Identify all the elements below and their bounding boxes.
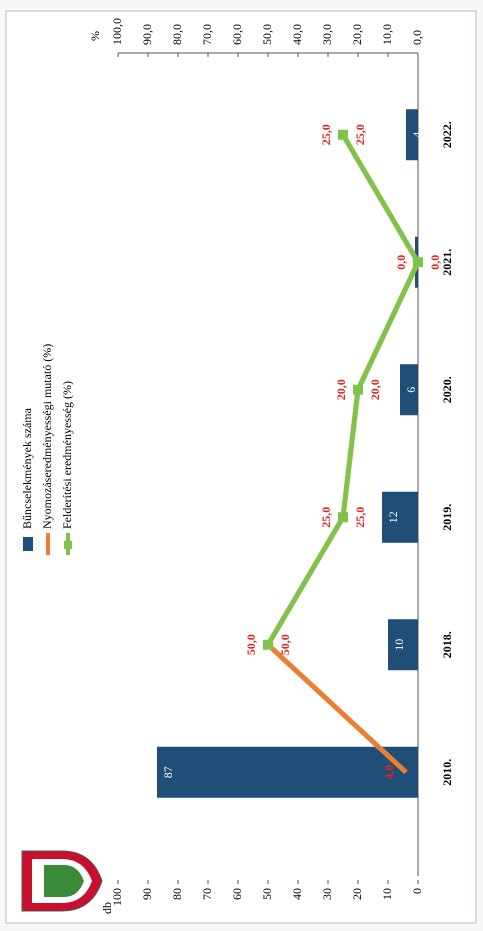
data-label: 20,0 — [368, 379, 382, 400]
data-label: 4,0 — [382, 765, 396, 780]
data-label: 25,0 — [319, 507, 333, 528]
data-label: 20,0 — [334, 379, 348, 400]
y-tick-label: 70 — [200, 888, 214, 900]
y2-axis-label: % — [88, 31, 102, 41]
bar-value-label: 10 — [392, 639, 406, 651]
y2-tick-label: 10,0 — [380, 24, 394, 45]
y-tick-label: 10 — [380, 888, 394, 900]
y-tick-label: 0 — [410, 888, 424, 894]
x-tick-label: 2010. — [440, 759, 454, 786]
y2-tick-label: 100,0 — [110, 18, 124, 45]
data-label: 50,0 — [278, 634, 292, 655]
data-label: 50,0 — [244, 634, 258, 655]
bar-value-label: 87 — [161, 766, 175, 778]
x-tick-label: 2018. — [440, 631, 454, 658]
y-tick-label: 20 — [350, 888, 364, 900]
y2-tick-label: 90,0 — [140, 24, 154, 45]
legend-label: Felderítési eredményesség (%) — [60, 381, 74, 529]
bar-value-label: 1 — [419, 259, 433, 265]
y-tick-label: 90 — [140, 888, 154, 900]
bar — [157, 746, 418, 798]
data-label: 0,0 — [394, 255, 408, 270]
y2-tick-label: 20,0 — [350, 24, 364, 45]
bar — [400, 364, 418, 416]
bar — [382, 491, 418, 543]
x-tick-label: 2019. — [440, 504, 454, 531]
legend-marker — [64, 541, 72, 549]
y2-tick-label: 60,0 — [230, 24, 244, 45]
legend-label: Bűncselekmények száma — [20, 407, 34, 529]
y2-tick-label: 30,0 — [320, 24, 334, 45]
rotated-chart: 0102030405060708090100db0,010,020,030,04… — [5, 10, 477, 924]
y2-tick-label: 80,0 — [170, 24, 184, 45]
logo — [21, 850, 103, 912]
data-label: 25,0 — [319, 124, 333, 145]
y-tick-label: 30 — [320, 888, 334, 900]
y2-tick-label: 0,0 — [410, 30, 424, 45]
y-tick-label: 40 — [290, 888, 304, 900]
y2-tick-label: 50,0 — [260, 24, 274, 45]
y-tick-label: 80 — [170, 888, 184, 900]
bar-value-label: 12 — [386, 511, 400, 523]
bar-value-label: 6 — [404, 387, 418, 393]
x-tick-label: 2020. — [440, 376, 454, 403]
y2-tick-label: 70,0 — [200, 24, 214, 45]
y-axis-label: db — [100, 902, 114, 914]
legend-swatch — [23, 537, 33, 551]
bar — [406, 109, 418, 161]
marker — [413, 257, 423, 268]
legend-label: Nyomozáseredményességi mutató (%) — [40, 344, 54, 529]
data-label: 25,0 — [353, 507, 367, 528]
bar — [388, 619, 418, 671]
data-label: 0,0 — [428, 255, 442, 270]
marker — [338, 129, 348, 140]
bar-value-label: 4 — [410, 132, 424, 138]
marker — [353, 384, 363, 395]
chart-frame — [5, 10, 477, 924]
marker — [263, 639, 273, 650]
y-tick-label: 100 — [110, 888, 124, 906]
y-tick-label: 60 — [230, 888, 244, 900]
x-tick-label: 2022. — [440, 121, 454, 148]
marker — [338, 512, 348, 523]
x-tick-label: 2021. — [440, 249, 454, 276]
y2-tick-label: 40,0 — [290, 24, 304, 45]
data-label: 25,0 — [353, 124, 367, 145]
y-tick-label: 50 — [260, 888, 274, 900]
